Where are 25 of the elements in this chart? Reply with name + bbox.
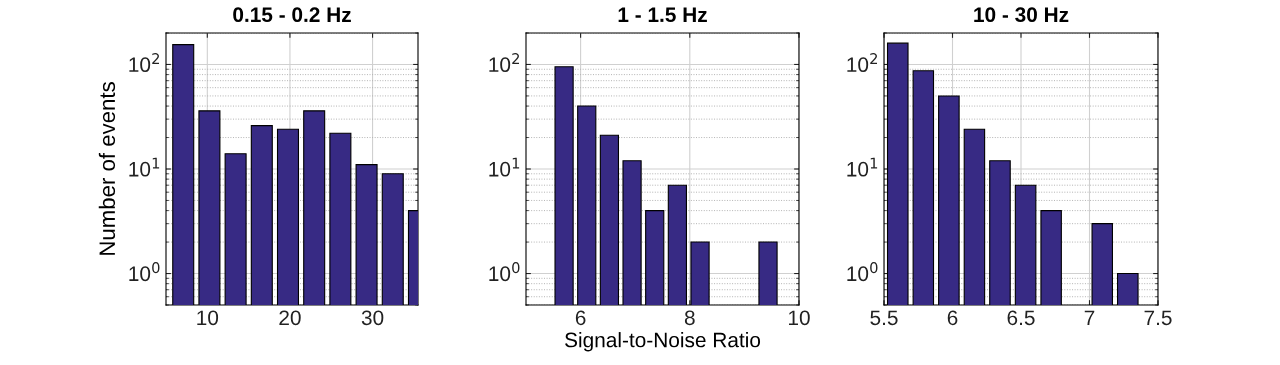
x-tick-label: 6	[947, 310, 958, 326]
y-axis-title: Number of events	[98, 82, 116, 255]
x-tick-label: 10	[789, 310, 810, 326]
y-tick-label: 10$^{1}$	[129, 157, 160, 177]
y-tick-label: 10$^{2}$	[489, 53, 519, 73]
y-tick-label: 10$^{0}$	[489, 262, 520, 282]
x-tick-label: 8	[684, 310, 695, 326]
x-tick-label: 30	[361, 310, 384, 326]
y-tick-label: 10$^{1}$	[489, 157, 520, 177]
x-tick-label: 7	[1084, 310, 1095, 325]
chart-title: 0.15 - 0.2 Hz	[233, 7, 351, 23]
chart-title: 1 - 1.5 Hz	[618, 7, 707, 23]
x-tick-label: 5.5	[870, 310, 898, 326]
y-tick-label: 10$^{2}$	[129, 53, 159, 73]
y-tick-label: 10$^{0}$	[129, 262, 160, 282]
y-tick-label: 10$^{1}$	[847, 157, 878, 177]
x-axis-title: Signal-to-Noise Ratio	[565, 332, 761, 352]
chart-title: 10 - 30 Hz	[974, 7, 1069, 23]
x-tick-label: 20	[279, 310, 301, 326]
x-tick-label: 6.5	[1007, 310, 1035, 326]
y-tick-label: 10$^{2}$	[847, 53, 877, 73]
x-tick-label: 6	[575, 310, 586, 326]
x-tick-label: 10	[197, 310, 219, 326]
x-tick-label: 7.5	[1144, 310, 1172, 326]
y-tick-label: 10$^{0}$	[847, 262, 878, 282]
